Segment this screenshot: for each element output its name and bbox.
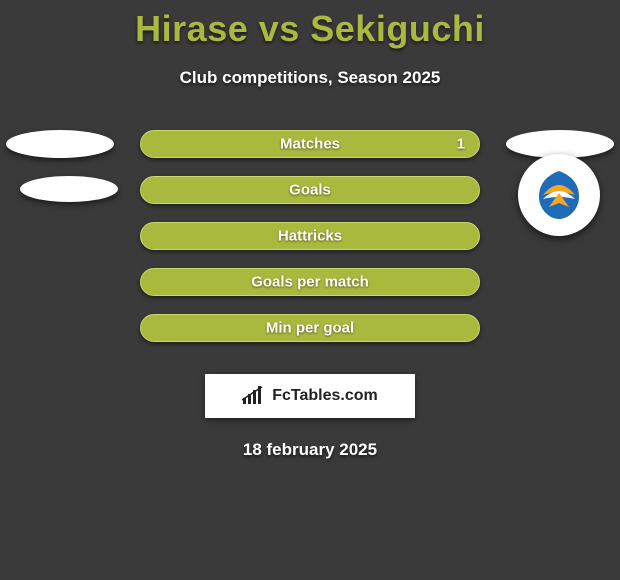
stat-row-goals: Goals: [0, 176, 620, 222]
stat-label: Goals per match: [251, 274, 369, 291]
stat-label: Hattricks: [278, 228, 342, 245]
site-logo-text: FcTables.com: [272, 387, 378, 405]
stat-row-mpg: Min per goal: [0, 314, 620, 360]
player-left-ellipse: [20, 176, 118, 202]
footer-date: 18 february 2025: [0, 440, 620, 460]
page-title: Hirase vs Sekiguchi: [0, 0, 620, 50]
stat-pill-goals: Goals: [140, 176, 480, 204]
stat-label: Matches: [280, 136, 340, 153]
stats-container: Matches 1 Goals Hattricks Goals per m: [0, 130, 620, 360]
stat-pill-gpm: Goals per match: [140, 268, 480, 296]
stat-pill-hattricks: Hattricks: [140, 222, 480, 250]
stat-pill-mpg: Min per goal: [140, 314, 480, 342]
stat-row-gpm: Goals per match: [0, 268, 620, 314]
stat-value-right: 1: [457, 136, 465, 153]
stat-pill-matches: Matches 1: [140, 130, 480, 158]
bar-chart-icon: [242, 386, 266, 406]
stat-label: Min per goal: [266, 320, 354, 337]
site-logo: FcTables.com: [205, 374, 415, 418]
stat-label: Goals: [289, 182, 331, 199]
player-left-ellipse: [6, 130, 114, 158]
page-subtitle: Club competitions, Season 2025: [0, 68, 620, 88]
v-varen-badge-icon: [529, 165, 589, 225]
stat-row-hattricks: Hattricks: [0, 222, 620, 268]
